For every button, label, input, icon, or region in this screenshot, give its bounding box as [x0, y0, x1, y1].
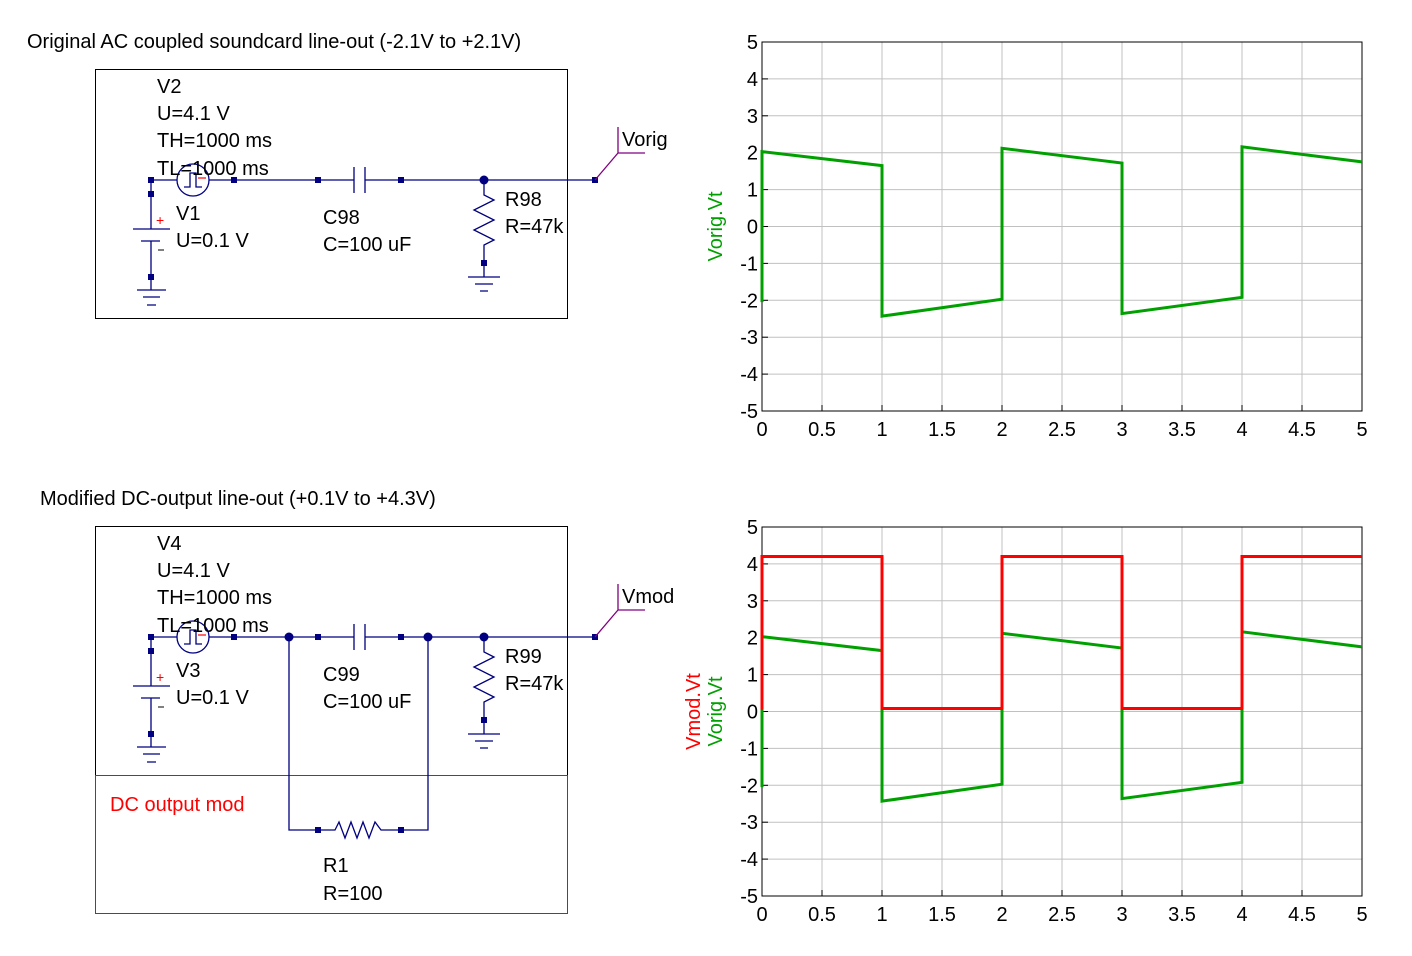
mod-box-label: DC output mod	[110, 794, 245, 816]
x-tick-label: 5	[1356, 904, 1367, 926]
y-tick-label: 1	[747, 180, 758, 202]
y-tick-label: 4	[747, 554, 758, 576]
y-tick-label: -5	[740, 401, 758, 423]
y-tick-label: 0	[747, 217, 758, 239]
node-label: Vmod	[622, 586, 674, 608]
pulse-source-th: TH=1000 ms	[157, 130, 272, 152]
pulse-source-icon	[176, 620, 210, 654]
capacitor-icon	[353, 167, 366, 193]
frame	[95, 69, 568, 319]
x-tick-label: 4.5	[1288, 904, 1316, 926]
node-label-icon	[594, 127, 645, 181]
y-axis-label: Vmod.Vt	[683, 673, 705, 750]
pulse-source-name: V2	[157, 76, 181, 98]
pulse-source-icon	[176, 163, 210, 197]
pulse-source-u: U=4.1 V	[157, 103, 230, 125]
capacitor-name: C98	[323, 207, 360, 229]
pulse-source-tl: TL=1000 ms	[157, 158, 269, 180]
pulse-source-th: TH=1000 ms	[157, 587, 272, 609]
x-tick-label: 0.5	[808, 419, 836, 441]
x-tick-label: 3	[1116, 419, 1127, 441]
x-tick-label: 5	[1356, 419, 1367, 441]
dc-source-name: V1	[176, 203, 200, 225]
pulse-source-u: U=4.1 V	[157, 560, 230, 582]
x-tick-label: 1	[876, 904, 887, 926]
dc-source-icon: +	[133, 180, 170, 306]
schematic-title: Modified DC-output line-out (+0.1V to +4…	[40, 488, 436, 510]
x-tick-label: 2	[996, 419, 1007, 441]
resistor-icon	[468, 180, 500, 292]
capacitor-name: C99	[323, 664, 360, 686]
x-tick-label: 2	[996, 904, 1007, 926]
y-tick-label: 5	[747, 32, 758, 54]
capacitor-value: C=100 uF	[323, 691, 411, 713]
x-tick-label: 1.5	[928, 904, 956, 926]
y-tick-label: -4	[740, 849, 758, 871]
x-tick-label: 0	[756, 419, 767, 441]
y-tick-label: -3	[740, 812, 758, 834]
y-tick-label: -2	[740, 775, 758, 797]
y-tick-label: -1	[740, 253, 758, 275]
resistor-name: R99	[505, 646, 542, 668]
x-tick-label: 3.5	[1168, 904, 1196, 926]
x-tick-label: 4	[1236, 904, 1247, 926]
chart-vmod-vorig: 0 0.5 1 1.5 2 2.5 3 3.5 4 4.5 5 -5 -4 -3 -2 -1 0 1 2 3 4 5 Vmo…	[683, 517, 1368, 926]
y-tick-label: 2	[747, 143, 758, 165]
mod-frame	[95, 775, 568, 914]
y-tick-label: -1	[740, 738, 758, 760]
schematic-bottom: Modified DC-output line-out (+0.1V to +4…	[40, 488, 674, 914]
node-label: Vorig	[622, 129, 668, 151]
capacitor-icon	[353, 624, 366, 650]
x-tick-label: 4.5	[1288, 419, 1316, 441]
resistor-icon	[468, 637, 500, 749]
x-tick-label: 3.5	[1168, 419, 1196, 441]
y-tick-label: -3	[740, 327, 758, 349]
dc-source-u: U=0.1 V	[176, 230, 249, 252]
bypass-resistor-name: R1	[323, 855, 349, 877]
svg-text:+: +	[156, 212, 164, 228]
dc-source-name: V3	[176, 660, 200, 682]
y-tick-label: -2	[740, 290, 758, 312]
resistor-value: R=47k	[505, 216, 564, 238]
y-axis-label: Vorig.Vt	[705, 191, 727, 261]
x-tick-label: 2.5	[1048, 904, 1076, 926]
node-label-icon	[594, 584, 645, 638]
svg-text:+: +	[156, 669, 164, 685]
pulse-source-tl: TL=1000 ms	[157, 615, 269, 637]
bypass-resistor-icon	[288, 637, 429, 840]
y-tick-label: -5	[740, 886, 758, 908]
y-tick-label: 1	[747, 665, 758, 687]
x-tick-label: 4	[1236, 419, 1247, 441]
y-tick-label: 5	[747, 517, 758, 539]
x-tick-label: 0.5	[808, 904, 836, 926]
y-tick-label: 3	[747, 591, 758, 613]
resistor-value: R=47k	[505, 673, 564, 695]
dc-source-u: U=0.1 V	[176, 687, 249, 709]
schematic-title: Original AC coupled soundcard line-out (…	[27, 31, 521, 53]
pulse-source-name: V4	[157, 533, 181, 555]
x-tick-label: 1	[876, 419, 887, 441]
y-tick-label: 4	[747, 69, 758, 91]
x-tick-label: 3	[1116, 904, 1127, 926]
y-axis-label: Vorig.Vt	[705, 676, 727, 746]
y-tick-label: 3	[747, 106, 758, 128]
x-tick-label: 2.5	[1048, 419, 1076, 441]
bypass-resistor-value: R=100	[323, 883, 383, 905]
resistor-name: R98	[505, 189, 542, 211]
y-tick-label: -4	[740, 364, 758, 386]
x-tick-label: 1.5	[928, 419, 956, 441]
chart-vorig: 0 0.5 1 1.5 2 2.5 3 3.5 4 4.5 5 -5 -4 -3 -2 -1 0 1 2 3 4 5 Vor…	[705, 32, 1368, 441]
x-tick-label: 0	[756, 904, 767, 926]
schematic-top: Original AC coupled soundcard line-out (…	[27, 31, 668, 319]
capacitor-value: C=100 uF	[323, 234, 411, 256]
y-tick-label: 2	[747, 628, 758, 650]
dc-source-icon: +	[133, 637, 170, 763]
y-tick-label: 0	[747, 702, 758, 724]
